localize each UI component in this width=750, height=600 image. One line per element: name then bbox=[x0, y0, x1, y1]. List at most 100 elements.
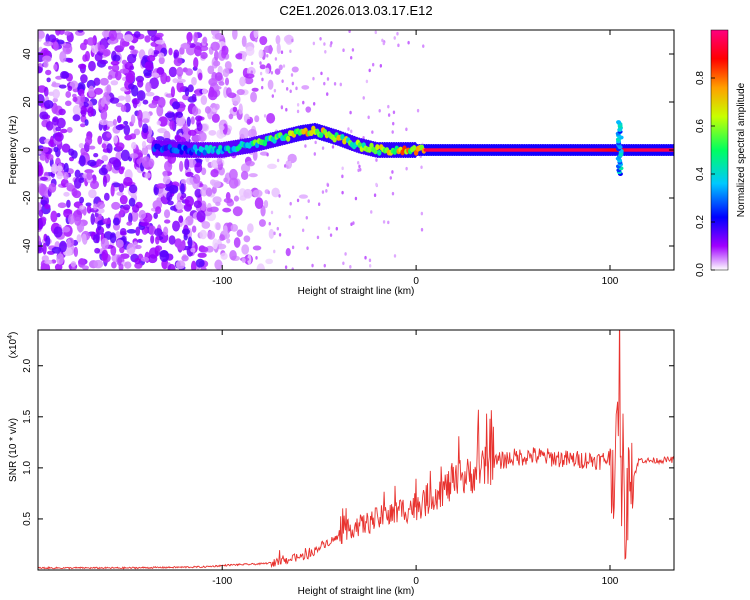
ridge-core bbox=[340, 134, 345, 141]
noise-blob bbox=[102, 48, 111, 57]
noise-blob bbox=[222, 207, 232, 213]
noise-blob bbox=[259, 64, 266, 70]
noise-blob bbox=[243, 188, 253, 199]
noise-blob bbox=[94, 247, 101, 254]
noise-blob bbox=[213, 60, 221, 67]
noise-blob bbox=[201, 221, 211, 229]
noise-blob bbox=[211, 180, 221, 188]
noise-blob bbox=[116, 239, 124, 249]
noise-blob bbox=[120, 149, 130, 162]
noise-blob bbox=[330, 41, 333, 45]
noise-blob bbox=[38, 94, 45, 106]
noise-blob bbox=[60, 128, 68, 134]
noise-blob bbox=[109, 97, 120, 104]
noise-blob bbox=[119, 38, 126, 50]
noise-blob bbox=[90, 180, 100, 190]
noise-blob bbox=[46, 77, 51, 83]
noise-blob bbox=[90, 42, 100, 54]
noise-blob bbox=[44, 259, 53, 265]
noise-blob bbox=[314, 140, 317, 145]
noise-blob bbox=[84, 169, 94, 174]
noise-blob bbox=[38, 30, 44, 39]
noise-blob bbox=[119, 68, 130, 74]
noise-blob bbox=[141, 156, 151, 168]
noise-blob bbox=[80, 105, 87, 117]
snr-plot-area bbox=[38, 330, 674, 570]
noise-blob bbox=[60, 70, 68, 79]
noise-blob bbox=[176, 66, 184, 77]
noise-blob bbox=[184, 195, 195, 207]
noise-blob bbox=[270, 70, 274, 75]
ridge-core bbox=[332, 136, 337, 143]
noise-blob bbox=[180, 43, 191, 50]
noise-blob bbox=[175, 260, 186, 270]
noise-blob bbox=[211, 113, 220, 123]
ridge-core bbox=[177, 143, 182, 150]
noise-blob bbox=[168, 47, 173, 56]
noise-blob bbox=[283, 164, 287, 168]
noise-blob bbox=[80, 93, 86, 103]
noise-blob bbox=[220, 230, 229, 235]
ridge-core bbox=[262, 140, 268, 147]
noise-blob bbox=[101, 249, 109, 261]
noise-blob bbox=[62, 43, 73, 55]
noise-blob bbox=[51, 116, 59, 126]
noise-blob bbox=[57, 202, 67, 209]
noise-blob bbox=[268, 228, 275, 239]
noise-blob bbox=[392, 110, 396, 115]
noise-blob bbox=[155, 39, 165, 45]
noise-blob bbox=[183, 233, 188, 241]
noise-blob bbox=[80, 147, 86, 155]
noise-blob bbox=[331, 145, 335, 149]
noise-blob bbox=[191, 105, 199, 116]
noise-blob bbox=[48, 154, 54, 161]
noise-blob bbox=[245, 46, 255, 56]
noise-blob bbox=[324, 49, 327, 54]
noise-blob bbox=[52, 123, 58, 134]
noise-blob bbox=[194, 45, 202, 57]
spectrogram-xlabel: Height of straight line (km) bbox=[298, 286, 415, 297]
noise-blob bbox=[155, 235, 160, 245]
snr-xtick-label: -100 bbox=[212, 576, 232, 587]
noise-blob bbox=[118, 263, 124, 270]
noise-blob bbox=[220, 252, 228, 260]
noise-blob bbox=[325, 189, 328, 193]
noise-blob bbox=[66, 126, 73, 133]
noise-blob bbox=[64, 31, 71, 36]
noise-blob bbox=[273, 249, 276, 254]
noise-blob bbox=[405, 166, 408, 171]
noise-blob bbox=[133, 31, 141, 38]
noise-blob bbox=[284, 265, 288, 270]
noise-blob bbox=[128, 184, 138, 194]
noise-blob bbox=[212, 85, 222, 90]
noise-blob bbox=[200, 95, 208, 106]
noise-blob bbox=[129, 45, 135, 51]
noise-blob bbox=[187, 158, 197, 168]
noise-blob bbox=[213, 50, 219, 61]
noise-blob bbox=[71, 266, 77, 270]
noise-blob bbox=[156, 183, 166, 189]
noise-blob bbox=[88, 189, 97, 199]
noise-blob bbox=[190, 260, 197, 270]
noise-blob bbox=[120, 104, 127, 113]
noise-blob bbox=[326, 183, 330, 187]
noise-blob bbox=[195, 258, 205, 268]
noise-blob bbox=[290, 73, 294, 77]
noise-blob bbox=[137, 79, 144, 88]
noise-blob bbox=[233, 237, 241, 248]
noise-blob bbox=[367, 115, 370, 120]
noise-blob bbox=[226, 238, 231, 244]
noise-blob bbox=[38, 217, 43, 230]
noise-blob bbox=[115, 142, 125, 151]
noise-blob bbox=[38, 183, 48, 196]
noise-blob bbox=[53, 146, 59, 153]
noise-blob bbox=[307, 199, 310, 203]
noise-blob bbox=[241, 35, 247, 47]
noise-blob bbox=[218, 124, 225, 131]
colorbar-tick-label: 0.0 bbox=[695, 263, 706, 277]
noise-blob bbox=[243, 235, 251, 243]
noise-blob bbox=[261, 77, 264, 82]
noise-blob bbox=[335, 226, 339, 231]
noise-blob bbox=[391, 191, 395, 196]
noise-blob bbox=[72, 104, 82, 116]
